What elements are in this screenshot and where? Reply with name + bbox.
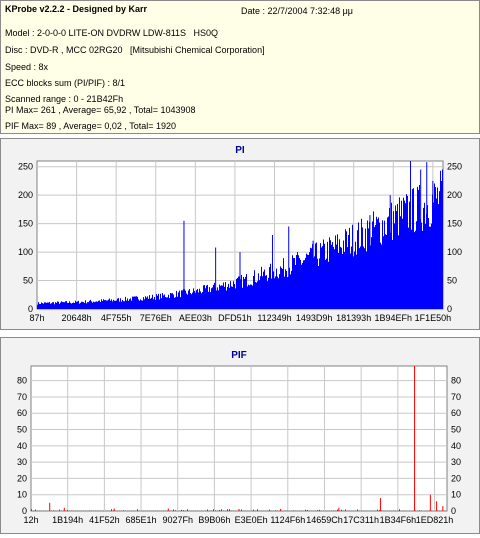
x-tick-label: DFD51h bbox=[218, 313, 252, 323]
y-tick-label: 150 bbox=[18, 219, 33, 229]
drive-model: Model : 2-0-0-0 LITE-ON DVDRW LDW-811S H… bbox=[5, 28, 219, 38]
y-tick-label: 30 bbox=[17, 457, 27, 467]
pif-stats: PIF Max= 89 , Average= 0,02 , Total= 192… bbox=[5, 121, 177, 131]
x-tick-label: 685E1h bbox=[126, 515, 157, 525]
x-tick-label: E3E0Eh bbox=[235, 515, 268, 525]
y-tick-label: 0 bbox=[22, 506, 27, 516]
y-tick-label-right: 40 bbox=[451, 441, 461, 451]
x-tick-label: 112349h bbox=[257, 313, 291, 323]
scanned-range: Scanned range : 0 - 21B42Fh bbox=[5, 94, 124, 104]
x-tick-label: 1B194h bbox=[52, 515, 83, 525]
y-tick-label: 70 bbox=[17, 392, 27, 402]
y-tick-label-right: 30 bbox=[451, 457, 461, 467]
y-tick-label-right: 20 bbox=[451, 473, 461, 483]
y-tick-label-right: 100 bbox=[447, 247, 462, 257]
y-tick-label-right: 150 bbox=[447, 219, 462, 229]
y-tick-label: 200 bbox=[18, 190, 33, 200]
x-tick-label: 12h bbox=[23, 515, 38, 525]
x-tick-label: 9027Fh bbox=[162, 515, 193, 525]
x-tick-label: 4F755h bbox=[101, 313, 132, 323]
ecc-blocks: ECC blocks sum (PI/PIF) : 8/1 bbox=[5, 78, 126, 88]
y-tick-label-right: 10 bbox=[451, 490, 461, 500]
chart-title: PI bbox=[235, 145, 245, 156]
chart-title: PIF bbox=[231, 350, 247, 361]
x-tick-label: AEE03h bbox=[179, 313, 212, 323]
y-tick-label: 250 bbox=[18, 162, 33, 172]
x-tick-label: 87h bbox=[29, 313, 44, 323]
y-tick-label-right: 60 bbox=[451, 408, 461, 418]
scan-date: Date : 22/7/2004 7:32:48 μμ bbox=[241, 6, 353, 16]
y-tick-label: 50 bbox=[17, 425, 27, 435]
y-tick-label-right: 50 bbox=[451, 425, 461, 435]
pi-chart-panel: PI 0 0 50 50 100 100 150 150 200 200 250 250 87h 20648… bbox=[0, 138, 480, 330]
y-tick-label-right: 200 bbox=[447, 190, 462, 200]
x-tick-label: 7E76Eh bbox=[140, 313, 172, 323]
x-tick-label: 1124F6h bbox=[270, 515, 305, 525]
y-tick-label-right: 0 bbox=[451, 506, 456, 516]
x-tick-label: 17C311h bbox=[343, 515, 379, 525]
app-title: KProbe v2.2.2 - Designed by Karr bbox=[5, 4, 148, 14]
pif-chart-panel: PIF 0 0 10 10 20 20 30 30 40 40 50 50 60 60 70 70 80 80 12h… bbox=[0, 337, 480, 534]
y-tick-label-right: 50 bbox=[447, 276, 457, 286]
x-tick-label: 1ED821h bbox=[416, 515, 454, 525]
y-tick-label-right: 250 bbox=[447, 162, 462, 172]
x-tick-label: 1F1E50h bbox=[415, 313, 452, 323]
y-tick-label: 0 bbox=[28, 304, 33, 314]
x-tick-label: 20648h bbox=[62, 313, 92, 323]
y-tick-label-right: 0 bbox=[447, 304, 452, 314]
x-tick-label: B9B06h bbox=[198, 515, 230, 525]
y-tick-label-right: 80 bbox=[451, 376, 461, 386]
y-tick-label: 50 bbox=[23, 276, 33, 286]
pi-stats: PI Max= 261 , Average= 65,92 , Total= 10… bbox=[5, 105, 196, 115]
pif-chart: PIF 0 0 10 10 20 20 30 30 40 40 50 50 60 60 70 70 80 80 12h… bbox=[17, 350, 461, 525]
x-tick-label: 1B34F6h bbox=[380, 515, 417, 525]
x-tick-label: 1493D9h bbox=[296, 313, 333, 323]
x-tick-label: 14659Ch bbox=[306, 515, 343, 525]
x-tick-label: 1B94EFh bbox=[374, 313, 412, 323]
plot-area bbox=[30, 365, 448, 512]
disc-info: Disc : DVD-R , MCC 02RG20 [Mitsubishi Ch… bbox=[5, 45, 265, 55]
x-tick-label: 181393h bbox=[336, 313, 371, 323]
scan-speed: Speed : 8x bbox=[5, 62, 49, 72]
x-tick-label: 41F52h bbox=[89, 515, 120, 525]
y-tick-label: 20 bbox=[17, 473, 27, 483]
info-panel: KProbe v2.2.2 - Designed by Karr Date : … bbox=[0, 0, 480, 134]
y-tick-label: 10 bbox=[17, 490, 27, 500]
pi-chart: PI 0 0 50 50 100 100 150 150 200 200 250 250 87h 20648… bbox=[18, 145, 462, 323]
y-tick-label: 100 bbox=[18, 247, 33, 257]
y-tick-label: 40 bbox=[17, 441, 27, 451]
y-tick-label: 80 bbox=[17, 376, 27, 386]
y-tick-label: 60 bbox=[17, 408, 27, 418]
y-tick-label-right: 70 bbox=[451, 392, 461, 402]
